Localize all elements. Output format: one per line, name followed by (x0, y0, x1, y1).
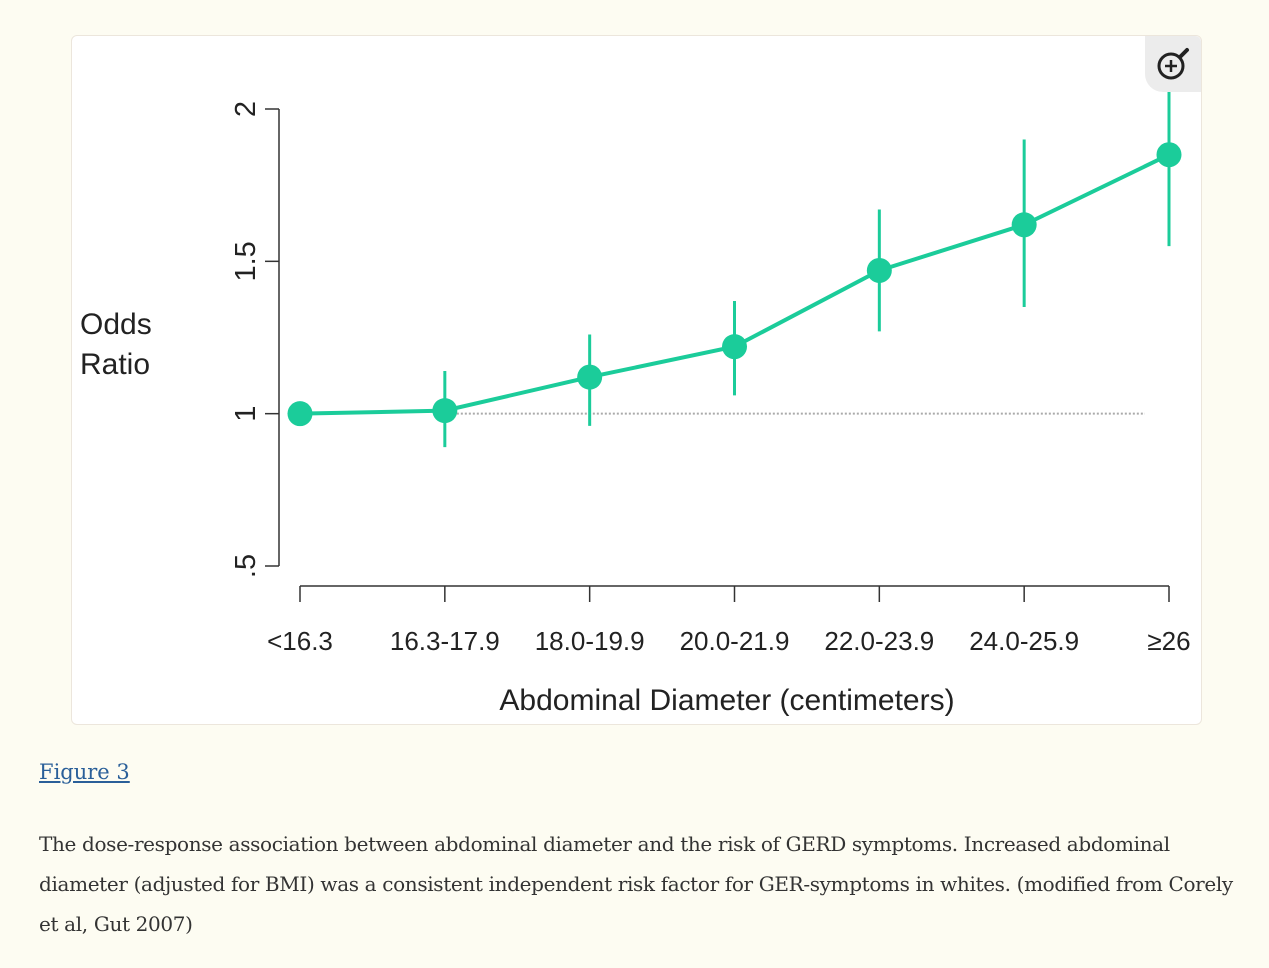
data-point (577, 364, 603, 390)
figure-link[interactable]: Figure 3 (39, 760, 130, 784)
x-tick-label: <16.3 (267, 626, 333, 656)
figure-card: .5 1 1.5 2 Odds Ratio <16.3 16.3-17.9 18.0-19.9 2… (71, 35, 1202, 725)
x-tick-label: 16.3-17.9 (390, 626, 500, 656)
data-point (722, 334, 747, 360)
x-axis-label: Abdominal Diameter (centimeters) (499, 684, 954, 717)
x-tick-label: 18.0-19.9 (535, 626, 645, 656)
data-point (287, 401, 313, 427)
data-point (866, 257, 892, 283)
figure-caption-area: Figure 3 The dose-response association b… (39, 760, 1239, 944)
x-tick-label: 20.0-21.9 (680, 626, 790, 656)
x-tick-label: 24.0-25.9 (969, 626, 1079, 656)
x-tick-label: ≥26 (1147, 626, 1190, 656)
data-point (1011, 212, 1037, 238)
zoom-button[interactable] (1145, 36, 1201, 92)
y-tick-label: .5 (230, 554, 262, 578)
data-point (432, 398, 458, 424)
y-axis-label: Ratio (80, 348, 150, 381)
y-tick-label: 2 (230, 101, 262, 117)
figure-caption: The dose-response association between ab… (39, 832, 1233, 936)
y-axis-label: Odds (80, 308, 152, 341)
zoom-in-icon (1157, 48, 1189, 80)
y-tick-label: 1 (230, 406, 262, 422)
data-point (1156, 142, 1182, 168)
x-tick-label: 22.0-23.9 (824, 626, 934, 656)
odds-ratio-chart: .5 1 1.5 2 Odds Ratio <16.3 16.3-17.9 18.0-19.9 2… (80, 84, 1191, 717)
y-tick-label: 1.5 (230, 241, 262, 281)
